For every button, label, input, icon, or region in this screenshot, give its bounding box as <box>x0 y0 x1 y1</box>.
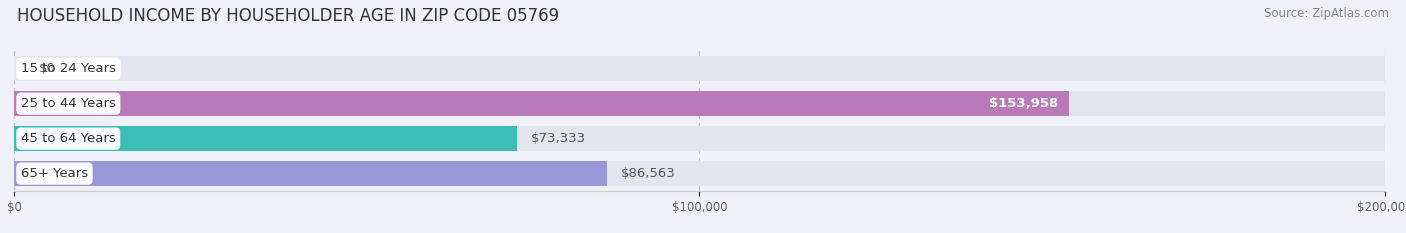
Text: $73,333: $73,333 <box>530 132 585 145</box>
Text: 65+ Years: 65+ Years <box>21 167 89 180</box>
Text: 15 to 24 Years: 15 to 24 Years <box>21 62 115 75</box>
Bar <box>14 161 607 186</box>
Text: $0: $0 <box>39 62 56 75</box>
Text: $86,563: $86,563 <box>621 167 676 180</box>
Bar <box>14 91 1385 116</box>
Bar <box>14 126 516 151</box>
Bar <box>14 161 1385 186</box>
Bar <box>14 91 1070 116</box>
Text: 45 to 64 Years: 45 to 64 Years <box>21 132 115 145</box>
Bar <box>14 126 1385 151</box>
Text: HOUSEHOLD INCOME BY HOUSEHOLDER AGE IN ZIP CODE 05769: HOUSEHOLD INCOME BY HOUSEHOLDER AGE IN Z… <box>17 7 560 25</box>
Text: Source: ZipAtlas.com: Source: ZipAtlas.com <box>1264 7 1389 20</box>
Text: $153,958: $153,958 <box>988 97 1059 110</box>
Bar <box>14 56 1385 81</box>
Text: 25 to 44 Years: 25 to 44 Years <box>21 97 115 110</box>
